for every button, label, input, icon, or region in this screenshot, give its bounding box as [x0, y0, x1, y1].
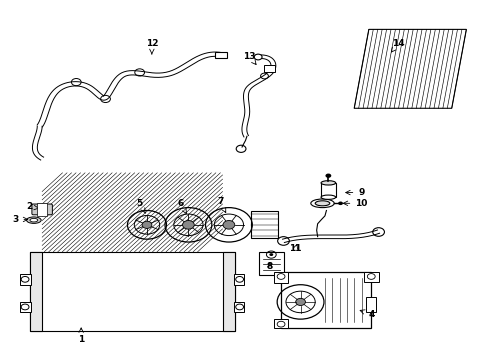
Bar	[273, 319, 288, 328]
Text: 11: 11	[289, 244, 301, 253]
Text: 12: 12	[145, 39, 158, 54]
Bar	[363, 272, 378, 282]
Bar	[20, 274, 31, 285]
Circle shape	[269, 253, 273, 256]
Bar	[264, 65, 274, 72]
Ellipse shape	[315, 201, 329, 206]
Circle shape	[142, 221, 152, 228]
Ellipse shape	[26, 217, 41, 224]
Text: 4: 4	[359, 310, 374, 319]
Text: 9: 9	[345, 188, 364, 197]
Text: 2: 2	[26, 202, 39, 211]
Circle shape	[325, 174, 330, 178]
Bar	[215, 51, 227, 58]
Bar	[321, 183, 335, 197]
Text: 8: 8	[266, 262, 272, 271]
Circle shape	[182, 221, 194, 229]
Text: 1: 1	[78, 328, 84, 344]
Ellipse shape	[321, 195, 335, 199]
Bar	[233, 274, 244, 285]
Text: 3: 3	[12, 215, 28, 224]
Bar	[30, 252, 234, 330]
Circle shape	[223, 221, 234, 229]
Polygon shape	[353, 30, 466, 108]
Bar	[30, 252, 42, 330]
Bar	[233, 302, 244, 312]
Bar	[222, 252, 234, 330]
Circle shape	[254, 54, 262, 60]
Bar	[281, 272, 370, 328]
Text: 14: 14	[390, 39, 404, 52]
Text: 6: 6	[177, 199, 186, 213]
Ellipse shape	[321, 181, 335, 185]
Text: 5: 5	[136, 199, 145, 213]
Bar	[273, 272, 288, 283]
Text: 10: 10	[343, 199, 367, 208]
Bar	[259, 252, 283, 275]
Text: 13: 13	[243, 52, 256, 64]
Text: 7: 7	[217, 197, 225, 212]
FancyBboxPatch shape	[32, 204, 52, 215]
Bar	[250, 211, 277, 238]
Circle shape	[295, 298, 305, 306]
Bar	[366, 297, 375, 312]
Ellipse shape	[310, 199, 333, 208]
Bar	[37, 203, 47, 216]
Circle shape	[337, 202, 342, 205]
Bar	[20, 302, 31, 312]
Ellipse shape	[30, 219, 38, 222]
